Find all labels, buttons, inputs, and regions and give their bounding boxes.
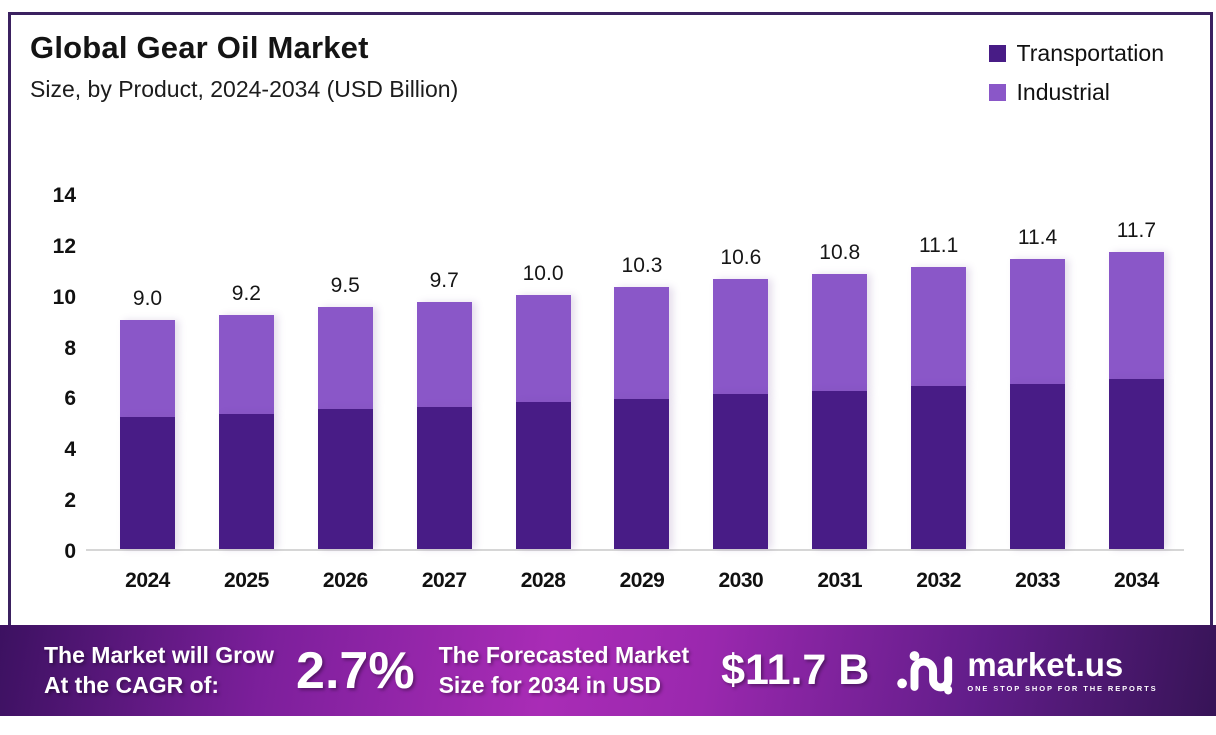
cagr-value: 2.7% bbox=[296, 641, 415, 700]
cagr-label-line2: At the CAGR of: bbox=[44, 671, 220, 698]
bar-group-2031: 10.8 bbox=[812, 195, 868, 549]
x-tick-label: 2032 bbox=[916, 569, 961, 592]
x-tick-label: 2031 bbox=[817, 569, 863, 592]
y-tick-label: 4 bbox=[64, 438, 76, 462]
bar-group-2026: 9.5 bbox=[317, 195, 373, 549]
y-tick-label: 2 bbox=[64, 489, 76, 513]
bar-segment-industrial bbox=[713, 279, 769, 394]
bar-segment-transportation bbox=[120, 416, 175, 549]
bar-segment-transportation bbox=[911, 386, 967, 549]
chart-subtitle: Size, by Product, 2024-2034 (USD Billion… bbox=[30, 76, 459, 102]
legend-label-industrial: Industrial bbox=[1016, 79, 1110, 105]
chart-title: Global Gear Oil Market bbox=[30, 30, 369, 65]
bar-segment-industrial bbox=[218, 315, 274, 415]
bar-group-2033: 11.4 bbox=[1010, 195, 1066, 549]
bar-segment-transportation bbox=[812, 391, 868, 549]
market-us-logo-icon bbox=[897, 650, 953, 694]
bar-value-label: 9.0 bbox=[132, 287, 163, 311]
cagr-label-line1: The Market will Grow bbox=[44, 641, 275, 668]
bar-group-2034: 11.7 bbox=[1108, 195, 1164, 549]
bar-group-2024: 9.0 bbox=[120, 195, 175, 549]
x-tick-label: 2030 bbox=[718, 569, 764, 592]
forecast-value: $11.7 B bbox=[721, 646, 870, 694]
y-tick-label: 14 bbox=[52, 184, 76, 207]
bar-segment-transportation bbox=[218, 414, 274, 549]
cagr-label: The Market will Grow At the CAGR of: bbox=[44, 641, 274, 701]
legend-swatch-industrial bbox=[988, 84, 1006, 101]
bar-value-label: 11.4 bbox=[1017, 226, 1058, 250]
forecast-label-line1: The Forecasted Market bbox=[438, 641, 690, 668]
logo-name: market.us bbox=[967, 646, 1124, 683]
plot-area: 9.0 9.2 9.5 9.7 10.0 10.3 10.6 10.8 11.1 11.4 11.7 bbox=[86, 195, 1184, 551]
bar-group-2028: 10.0 bbox=[515, 195, 571, 549]
footer-banner: The Market will Grow At the CAGR of: 2.7… bbox=[0, 625, 1216, 716]
bar-value-label: 9.2 bbox=[231, 282, 261, 306]
x-tick-label: 2028 bbox=[520, 569, 566, 592]
legend-item-industrial: Industrial bbox=[988, 79, 1164, 106]
forecast-label: The Forecasted Market Size for 2034 in U… bbox=[439, 641, 690, 701]
x-tick-label: 2034 bbox=[1114, 569, 1159, 592]
bar-group-2030: 10.6 bbox=[713, 195, 769, 549]
chart-header: Global Gear Oil Market Size, by Product,… bbox=[30, 30, 458, 103]
legend-item-transportation: Transportation bbox=[988, 40, 1164, 67]
bar-value-label: 10.0 bbox=[522, 261, 564, 285]
bar-segment-transportation bbox=[515, 401, 571, 549]
bar-value-label: 11.1 bbox=[918, 233, 959, 257]
market-us-logo: market.us ONE STOP SHOP FOR THE REPORTS bbox=[895, 644, 1157, 698]
bar-segment-transportation bbox=[1108, 378, 1164, 549]
bar-segment-industrial bbox=[515, 294, 571, 402]
bar-segment-industrial bbox=[812, 274, 868, 392]
x-tick-label: 2029 bbox=[619, 569, 665, 592]
x-tick-label: 2027 bbox=[421, 569, 467, 592]
bar-value-label: 10.8 bbox=[819, 241, 861, 265]
bar-segment-industrial bbox=[1108, 251, 1164, 379]
bar-segment-transportation bbox=[1010, 383, 1066, 549]
bar-segment-transportation bbox=[317, 409, 373, 549]
bar-segment-transportation bbox=[416, 406, 472, 549]
y-tick-label: 12 bbox=[52, 234, 76, 258]
y-tick-label: 0 bbox=[64, 540, 76, 563]
legend: Transportation Industrial bbox=[988, 40, 1164, 118]
stacked-bar-chart: 0 2 4 6 8 10 12 14 9.0 9.2 9.5 9.7 10.0 10.3 10.6 10.8… bbox=[36, 184, 1184, 593]
bar-segment-industrial bbox=[614, 287, 670, 399]
x-axis: 2024 2025 2026 2027 2028 2029 2030 2031 2032 2033… bbox=[86, 569, 1184, 593]
bar-segment-transportation bbox=[614, 398, 670, 549]
bar-group-2027: 9.7 bbox=[416, 195, 472, 549]
x-tick-label: 2033 bbox=[1015, 569, 1060, 592]
bar-value-label: 10.6 bbox=[720, 246, 762, 270]
bar-segment-industrial bbox=[416, 302, 472, 407]
bar-segment-industrial bbox=[911, 266, 967, 387]
logo-tagline: ONE STOP SHOP FOR THE REPORTS bbox=[967, 684, 1158, 693]
forecast-label-line2: Size for 2034 in USD bbox=[438, 671, 661, 698]
bar-group-2025: 9.2 bbox=[218, 195, 274, 549]
y-tick-label: 10 bbox=[52, 285, 76, 309]
bar-segment-industrial bbox=[1010, 259, 1066, 384]
x-tick-label: 2024 bbox=[125, 569, 170, 592]
bar-segment-transportation bbox=[713, 393, 769, 549]
x-tick-label: 2026 bbox=[322, 569, 368, 592]
market-us-logo-text: market.us ONE STOP SHOP FOR THE REPORTS bbox=[967, 648, 1157, 693]
y-axis: 0 2 4 6 8 10 12 14 bbox=[36, 184, 86, 563]
legend-swatch-transportation bbox=[988, 45, 1006, 62]
bar-value-label: 11.7 bbox=[1116, 218, 1157, 242]
bar-value-label: 9.5 bbox=[330, 274, 360, 298]
bar-group-2032: 11.1 bbox=[911, 195, 967, 549]
bar-segment-industrial bbox=[317, 307, 373, 410]
bar-value-label: 9.7 bbox=[429, 269, 459, 293]
y-tick-label: 8 bbox=[64, 336, 76, 360]
y-tick-label: 6 bbox=[64, 387, 76, 411]
bar-group-2029: 10.3 bbox=[614, 195, 670, 549]
legend-label-transportation: Transportation bbox=[1016, 40, 1164, 66]
bar-segment-industrial bbox=[120, 320, 175, 417]
bar-value-label: 10.3 bbox=[621, 254, 663, 278]
x-tick-label: 2025 bbox=[224, 569, 269, 592]
